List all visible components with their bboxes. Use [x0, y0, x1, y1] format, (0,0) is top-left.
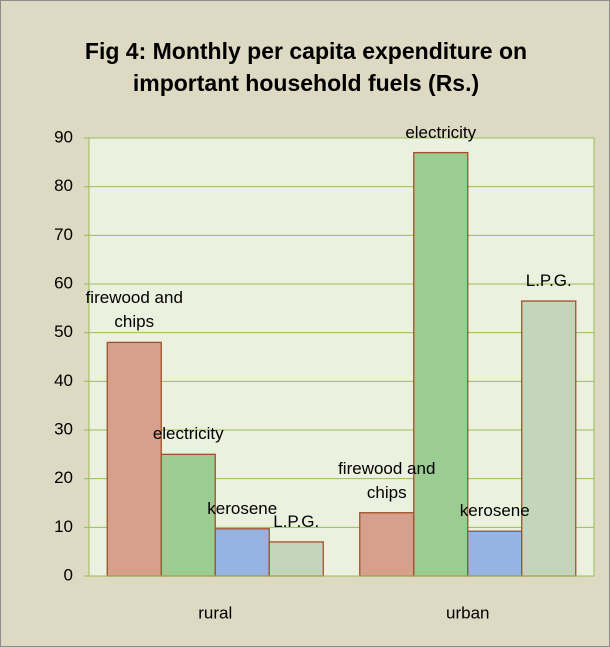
bar	[160, 453, 216, 577]
data-label: electricity	[405, 122, 477, 142]
y-tick-label: 40	[54, 371, 73, 390]
bar	[467, 530, 523, 577]
x-tick-label: rural	[198, 603, 232, 622]
bar	[521, 300, 577, 577]
bar	[359, 512, 415, 577]
y-tick-label: 90	[54, 127, 73, 146]
data-label: kerosene	[207, 498, 278, 518]
y-tick-label: 60	[54, 273, 73, 292]
y-tick-label: 20	[54, 468, 73, 487]
y-tick-label: 70	[54, 225, 73, 244]
bar	[268, 541, 324, 577]
bar	[413, 151, 469, 577]
bar	[106, 341, 162, 577]
data-label: firewood and chips	[85, 288, 183, 332]
y-tick-label: 30	[54, 419, 73, 438]
data-label: electricity	[152, 424, 224, 444]
data-label: L.P.G.	[273, 511, 320, 531]
data-label: kerosene	[459, 501, 530, 521]
data-label: L.P.G.	[525, 271, 572, 291]
y-tick-label: 10	[54, 517, 73, 536]
chart-title: Fig 4: Monthly per capita expenditure on…	[84, 38, 528, 96]
data-label: firewood and chips	[338, 458, 436, 502]
x-tick-label: urban	[446, 603, 489, 622]
y-tick-label: 0	[64, 565, 73, 584]
y-tick-label: 50	[54, 322, 73, 341]
bar	[214, 528, 270, 577]
y-tick-label: 80	[54, 176, 73, 195]
